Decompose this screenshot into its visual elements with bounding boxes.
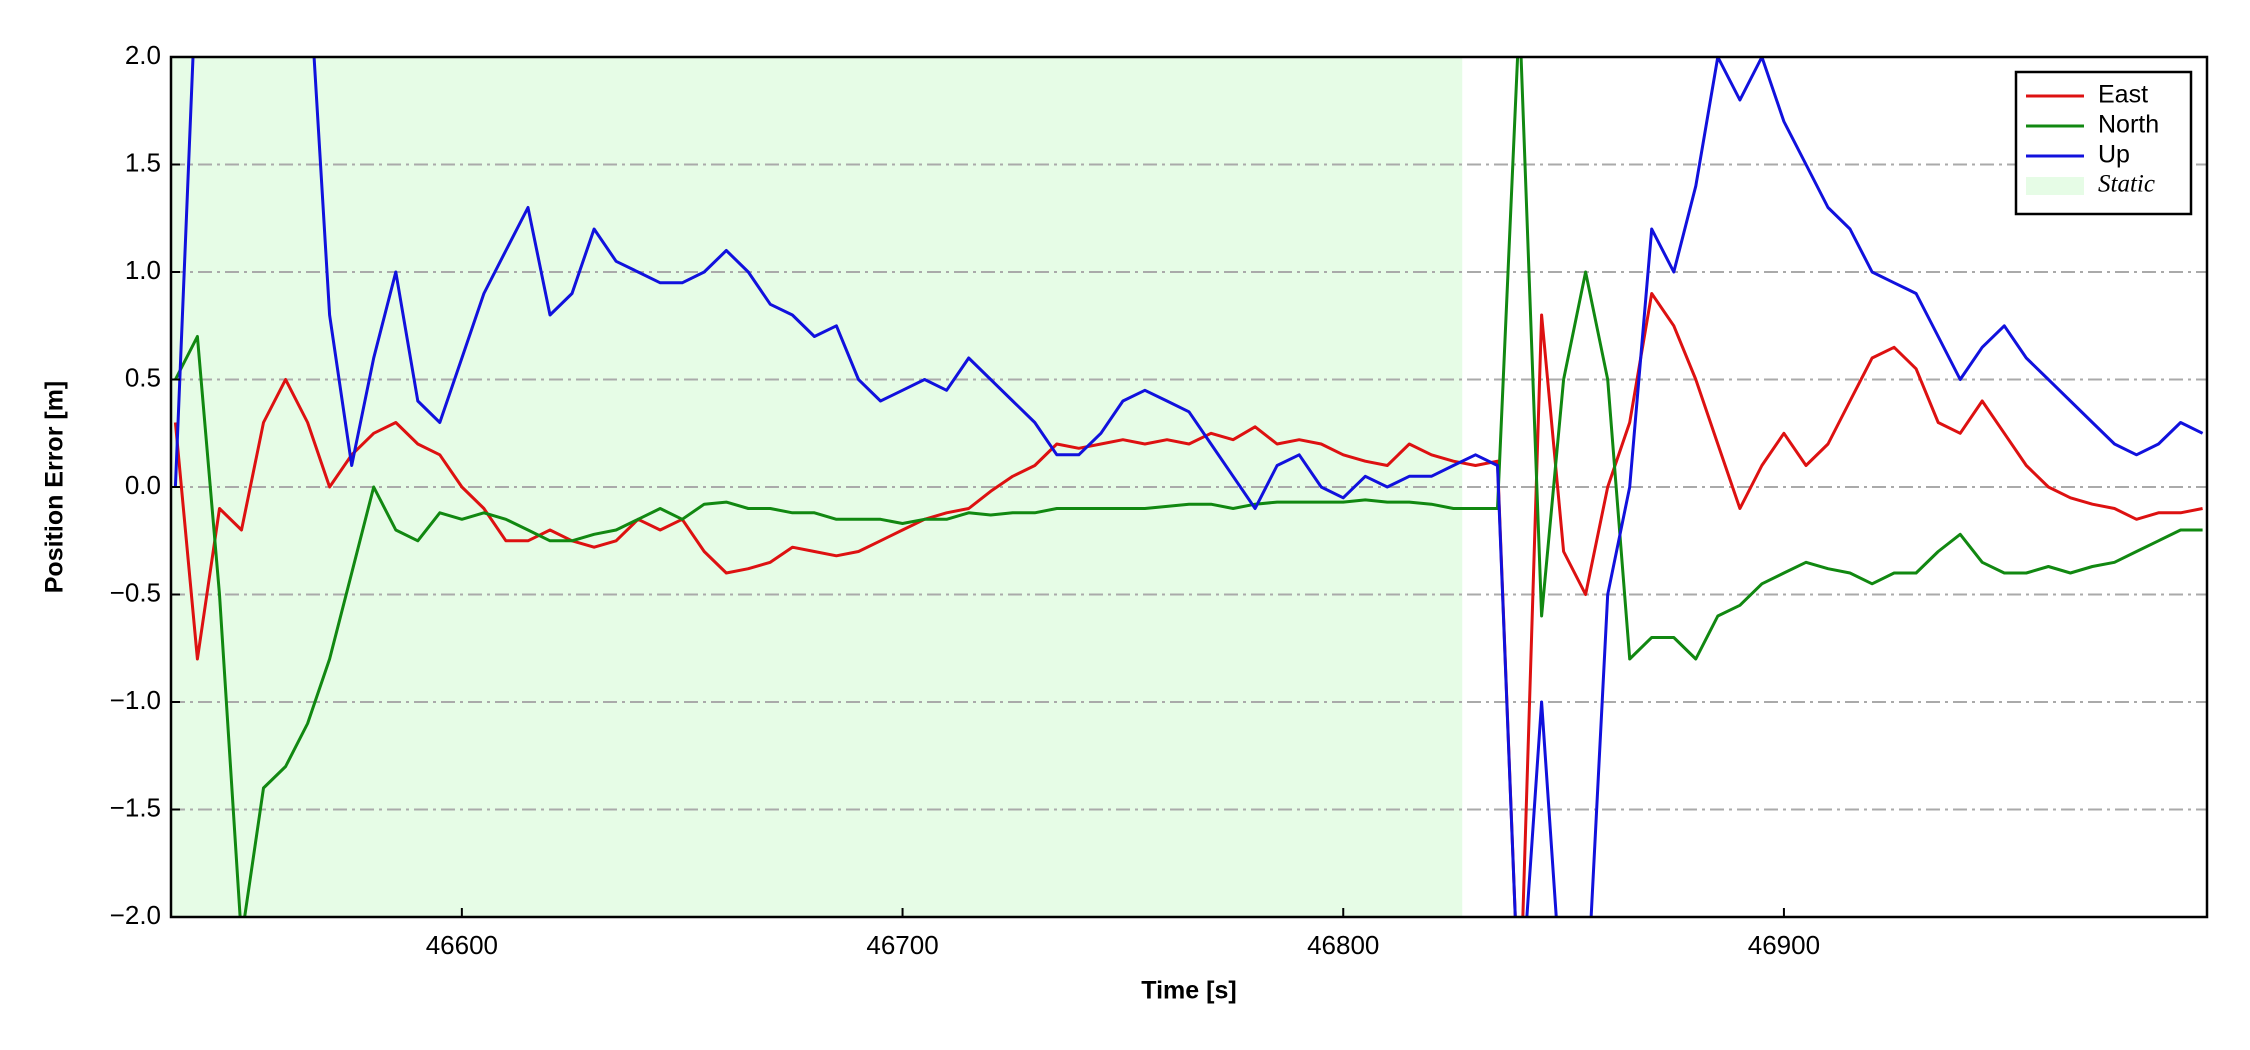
y-tick-label: −1.0 — [110, 685, 161, 715]
y-tick-label: 2.0 — [125, 40, 161, 70]
y-tick-label: −1.5 — [110, 792, 161, 822]
legend-swatch — [2026, 177, 2084, 195]
y-axis-label: Position Error [m] — [41, 381, 69, 594]
static-span — [171, 57, 1463, 917]
legend-label: East — [2098, 81, 2148, 109]
series-line — [173, 57, 2204, 917]
series-line — [173, 292, 2203, 917]
y-tick-label: 0.0 — [125, 470, 161, 500]
legend-label: Up — [2098, 141, 2130, 169]
y-tick-label: 0.5 — [125, 362, 161, 392]
y-tick-label: −0.5 — [110, 577, 161, 607]
y-tick-label: 1.0 — [125, 255, 161, 285]
plot-frame — [169, 55, 2209, 919]
series-line — [174, 57, 2203, 917]
y-tick-label: −2.0 — [110, 900, 161, 930]
legend-label: North — [2098, 111, 2159, 139]
x-tick-label: 46800 — [1307, 930, 1379, 960]
x-tick-label: 46900 — [1748, 930, 1820, 960]
legend-label: Static — [2098, 171, 2155, 198]
x-tick-label: 46600 — [426, 930, 498, 960]
plot-area — [171, 57, 2207, 917]
x-tick-label: 46700 — [866, 930, 938, 960]
y-tick-label: 1.5 — [125, 147, 161, 177]
x-axis-label: Time [s] — [1141, 977, 1236, 1005]
